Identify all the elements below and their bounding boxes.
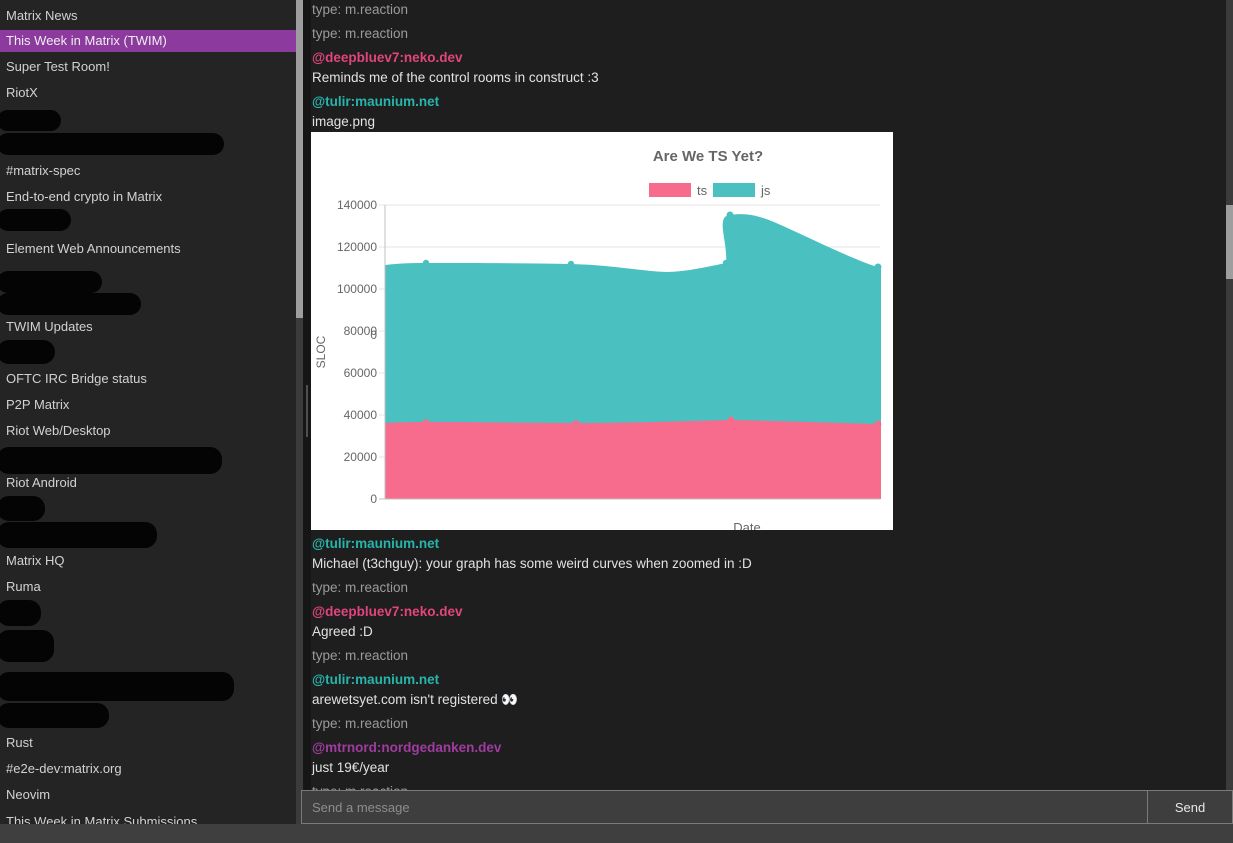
room-list: Matrix News This Week in Matrix (TWIM) Sup… — [0, 0, 296, 824]
message-body: Reminds me of the control rooms in const… — [312, 70, 599, 85]
sidebar-item-redacted[interactable] — [0, 209, 71, 231]
sidebar-item[interactable]: Matrix News — [6, 8, 78, 23]
sidebar-item[interactable]: Ruma — [6, 579, 41, 594]
svg-text:0: 0 — [370, 328, 377, 342]
ts-data-points — [423, 416, 882, 428]
chart-title: Are We TS Yet? — [653, 148, 763, 165]
sidebar-item-redacted[interactable] — [0, 293, 141, 315]
message-meta: type: m.reaction — [311, 782, 1226, 790]
sidebar-item[interactable]: Super Test Room! — [6, 59, 110, 74]
messages-above-image: type: m.reaction type: m.reaction @deepblu… — [311, 0, 1226, 132]
chat-scrollbar-track[interactable] — [1226, 0, 1233, 790]
message-timeline: type: m.reaction type: m.reaction @deepblu… — [311, 0, 1226, 790]
message-meta: type: m.reaction — [312, 26, 409, 41]
chart-image-message[interactable]: Are We TS Yet? ts js — [311, 132, 893, 530]
sidebar-item[interactable]: TWIM Updates — [6, 319, 93, 334]
legend-label-js[interactable]: js — [760, 183, 771, 198]
sidebar-item-redacted[interactable] — [0, 133, 224, 155]
sidebar-item[interactable]: Matrix HQ — [6, 553, 65, 568]
sidebar-item[interactable]: Rust — [6, 735, 33, 750]
sidebar-scrollbar-thumb[interactable] — [296, 0, 303, 318]
message-sender[interactable]: @deepbluev7:neko.dev — [312, 50, 463, 65]
legend-label-ts[interactable]: ts — [697, 183, 708, 198]
svg-text:120000: 120000 — [337, 240, 377, 254]
y-tick-labels: 0 140000 120000 100000 80000 60000 40000… — [337, 198, 377, 506]
message-sender[interactable]: @tulir:maunium.net — [312, 672, 440, 687]
message-meta: type: m.reaction — [312, 716, 409, 731]
message-body: just 19€/year — [312, 760, 390, 775]
sidebar-item[interactable]: P2P Matrix — [6, 397, 70, 412]
sidebar-item-redacted[interactable] — [0, 703, 109, 728]
composer-bar: Send — [300, 790, 1233, 824]
message-meta: type: m.reaction — [312, 580, 409, 595]
svg-text:20000: 20000 — [344, 450, 378, 464]
svg-text:80000: 80000 — [344, 324, 378, 338]
sidebar-scrollbar-track[interactable] — [296, 0, 303, 824]
y-axis-title: SLOC — [314, 335, 328, 368]
chat-scrollbar-thumb[interactable] — [1226, 205, 1233, 279]
sidebar-item[interactable]: Riot Android — [6, 475, 77, 490]
sidebar-item[interactable]: End-to-end crypto in Matrix — [6, 189, 163, 204]
message-meta: type: m.reaction — [312, 648, 409, 663]
message-body: Agreed :D — [312, 624, 373, 639]
x-axis-title: Date — [733, 520, 760, 530]
sidebar-item-redacted[interactable] — [0, 271, 102, 293]
sidebar-item[interactable]: #matrix-spec — [6, 163, 81, 178]
message-input[interactable] — [301, 790, 1157, 824]
message-body: arewetsyet.com isn't registered 👀 — [312, 692, 519, 707]
svg-text:140000: 140000 — [337, 198, 377, 212]
sidebar-item[interactable]: OFTC IRC Bridge status — [6, 371, 147, 386]
svg-text:40000: 40000 — [344, 408, 378, 422]
message-sender[interactable]: @tulir:maunium.net — [312, 94, 440, 109]
sidebar-item-redacted[interactable] — [0, 600, 41, 626]
messages-below-image: @tulir:maunium.net Michael (t3chguy): you… — [311, 534, 1226, 790]
message-sender[interactable]: @mtrnord:nordgedanken.dev — [312, 740, 502, 755]
sidebar-item-redacted[interactable] — [0, 110, 61, 131]
sidebar-item-redacted[interactable] — [0, 672, 234, 701]
sidebar-item-redacted[interactable] — [0, 447, 222, 474]
sidebar-item[interactable]: RiotX — [6, 85, 38, 100]
sidebar-item-redacted[interactable] — [0, 630, 54, 662]
message-sender[interactable]: @tulir:maunium.net — [312, 536, 440, 551]
pane-resize-handle[interactable] — [306, 385, 308, 437]
svg-text:100000: 100000 — [337, 282, 377, 296]
message-sender[interactable]: @deepbluev7:neko.dev — [312, 604, 463, 619]
sidebar-item[interactable]: Element Web Announcements — [6, 241, 181, 256]
sidebar-item[interactable]: Neovim — [6, 787, 51, 802]
sidebar-item[interactable]: Riot Web/Desktop — [6, 423, 111, 438]
sidebar-item-redacted[interactable] — [0, 522, 157, 548]
sidebar-item-redacted[interactable] — [0, 496, 45, 521]
svg-text:0: 0 — [370, 492, 377, 506]
message-body: Michael (t3chguy): your graph has some w… — [312, 556, 752, 571]
js-data-points — [422, 211, 882, 271]
ts-area-series — [385, 420, 881, 499]
legend-swatch-ts[interactable] — [649, 183, 691, 197]
sidebar-item-selected[interactable]: This Week in Matrix (TWIM) — [0, 30, 296, 52]
message-body: image.png — [312, 114, 376, 129]
bottom-strip — [0, 824, 1233, 843]
message-meta: type: m.reaction — [312, 2, 409, 17]
legend-swatch-js[interactable] — [713, 183, 755, 197]
send-button[interactable]: Send — [1147, 790, 1233, 824]
sidebar-item[interactable]: #e2e-dev:matrix.org — [6, 761, 122, 776]
sidebar-item[interactable]: This Week in Matrix Submissions — [6, 814, 198, 824]
svg-text:60000: 60000 — [344, 366, 378, 380]
chart-axes — [379, 205, 880, 500]
sidebar-item-redacted[interactable] — [0, 340, 55, 364]
